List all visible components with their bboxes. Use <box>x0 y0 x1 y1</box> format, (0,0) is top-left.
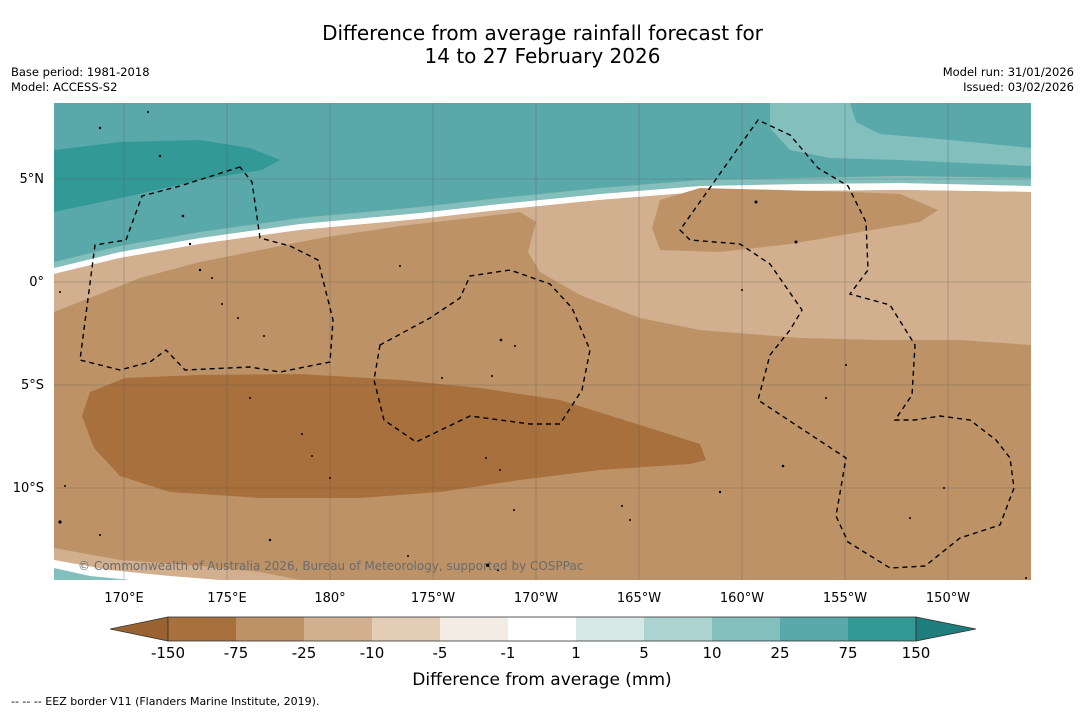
colorbar-tick: 10 <box>702 644 721 662</box>
title-line-2: 14 to 27 February 2026 <box>424 44 661 68</box>
lat-label: 10°S <box>13 481 44 496</box>
colorbar-tick: -10 <box>360 644 385 662</box>
colorbar-tick: 5 <box>639 644 649 662</box>
colorbar-bin <box>848 617 916 641</box>
colorbar-tick: -5 <box>433 644 448 662</box>
lon-label: 165°W <box>617 591 661 606</box>
colorbar-tick: 150 <box>902 644 931 662</box>
lat-label: 0° <box>29 275 44 290</box>
colorbar-tick: -1 <box>501 644 516 662</box>
zone-sw-near-average <box>54 560 220 580</box>
eez-borders <box>79 119 1015 569</box>
colorbar-bin <box>712 617 780 641</box>
lon-label: 175°E <box>207 591 247 606</box>
zone-plus-75-to-150 <box>54 140 280 212</box>
zone-lobe-minus-25 <box>652 188 938 252</box>
lon-label: 160°W <box>720 591 764 606</box>
lon-label: 180° <box>314 591 345 606</box>
colorbar-tick: -75 <box>224 644 249 662</box>
colorbar-extend-above <box>915 616 977 642</box>
colorbar-frame <box>167 616 917 642</box>
colorbar-bin <box>304 617 372 641</box>
colorbar-bin <box>644 617 712 641</box>
issued-date: Issued: 03/02/2026 <box>963 80 1074 94</box>
colorbar-bin <box>168 617 236 641</box>
colorbar-tick: -25 <box>292 644 317 662</box>
lon-label: 155°W <box>823 591 867 606</box>
lat-label: 5°N <box>20 172 45 187</box>
colorbar: -150 -75 -25 -10 -5 -1 1 5 10 25 75 150 … <box>109 616 977 690</box>
lon-label: 175°W <box>411 591 455 606</box>
zone-plus-10-to-25 <box>54 176 1031 268</box>
graticule <box>54 103 1031 580</box>
colorbar-extend-below <box>109 616 169 642</box>
colorbar-title: Difference from average (mm) <box>412 670 671 690</box>
colorbar-bin <box>236 617 304 641</box>
colorbar-tick: 1 <box>571 644 581 662</box>
longitude-labels: 170°E 175°E 180° 175°W 170°W 165°W 160°W… <box>104 591 970 606</box>
colorbar-bin <box>508 617 576 641</box>
colorbar-ticks: -150 -75 -25 -10 -5 -1 1 5 10 25 75 150 <box>151 644 930 662</box>
model-run-date: Model run: 31/01/2026 <box>942 65 1074 79</box>
zone-near-average <box>54 183 1031 274</box>
meta-right: Model run: 31/01/2026 Issued: 03/02/2026 <box>943 65 1074 95</box>
colorbar-bin <box>372 617 440 641</box>
lat-label: 5°S <box>21 378 44 393</box>
colorbar-bin <box>576 617 644 641</box>
lon-label: 150°W <box>926 591 970 606</box>
rainfall-anomaly-field: © Commonwealth of Australia 2026, Bureau… <box>54 103 1031 580</box>
title-line-1: Difference from average rainfall forecas… <box>322 21 763 45</box>
latitude-labels: 5°N 0° 5°S 10°S <box>13 172 44 496</box>
zone-sw-plus-10 <box>54 568 130 580</box>
colorbar-bin <box>440 617 508 641</box>
islands <box>58 111 1027 579</box>
copyright-notice: © Commonwealth of Australia 2026, Bureau… <box>78 559 583 573</box>
model-name: Model: ACCESS-S2 <box>11 80 118 94</box>
zone-minus-75-to-150 <box>82 374 706 498</box>
chart-title: Difference from average rainfall forecas… <box>0 22 1085 68</box>
zone-top-plus-10 <box>770 103 1031 166</box>
colorbar-tick: 25 <box>770 644 789 662</box>
colorbar-tick: -150 <box>151 644 185 662</box>
lon-label: 170°W <box>514 591 558 606</box>
lon-label: 170°E <box>104 591 144 606</box>
base-period: Base period: 1981-2018 <box>11 65 150 79</box>
meta-left: Base period: 1981-2018 Model: ACCESS-S2 <box>11 65 150 95</box>
eez-footnote: -- -- -- EEZ border V11 (Flanders Marine… <box>11 695 320 708</box>
colorbar-tick: 75 <box>838 644 857 662</box>
colorbar-bin <box>780 617 848 641</box>
